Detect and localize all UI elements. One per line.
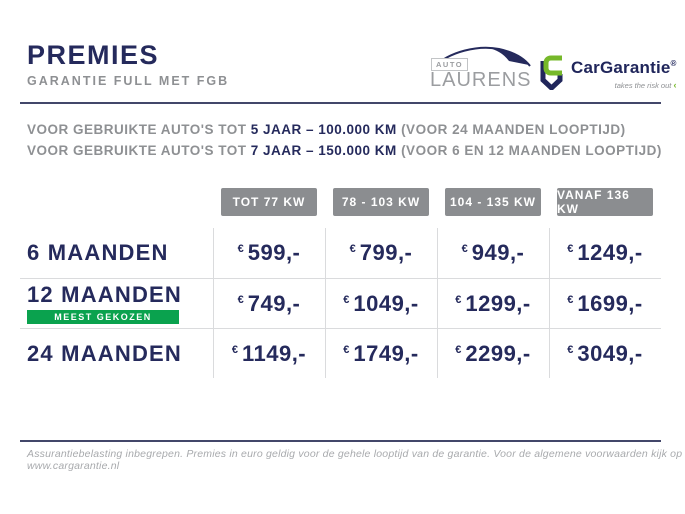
price-cell: €1299,-: [437, 291, 549, 317]
column-header-78-103kw: 78 - 103 KW: [333, 188, 429, 216]
cargarantie-tagline: takes the risk out ‹: [571, 80, 677, 90]
column-divider: [325, 228, 326, 378]
price-cell: €1249,-: [549, 240, 661, 266]
row-label-cell: 12 MAANDEN MEEST GEKOZEN: [20, 281, 213, 324]
auto-laurens-logo: AUTO LAURENS: [425, 44, 537, 94]
euro-symbol: €: [567, 243, 574, 255]
row-label: 24 MAANDEN: [27, 340, 183, 366]
price-table: TOT 77 KW 78 - 103 KW 104 - 135 KW VANAF…: [20, 188, 661, 378]
cargarantie-name: CarGarantie: [571, 58, 671, 77]
price-amount: 949,-: [471, 240, 525, 265]
price-cell: €1149,-: [213, 341, 325, 367]
cargarantie-text: CarGarantie® takes the risk out ‹: [571, 52, 676, 90]
price-cell: €2299,-: [437, 341, 549, 367]
chevron-left-icon: ‹: [673, 80, 677, 90]
price-cell: €949,-: [437, 240, 549, 266]
column-header-vanaf-136kw: VANAF 136 KW: [557, 188, 653, 216]
column-header-tot-77kw: TOT 77 KW: [221, 188, 317, 216]
footer-divider: [20, 440, 661, 442]
row-label-cell: 6 MAANDEN: [20, 242, 213, 264]
euro-symbol: €: [349, 243, 356, 255]
euro-symbol: €: [461, 243, 468, 255]
header-spacer: [20, 188, 213, 216]
cargarantie-logo: CarGarantie® takes the risk out ‹: [538, 52, 676, 90]
price-amount: 2299,-: [465, 340, 531, 366]
column-divider: [549, 228, 550, 378]
euro-symbol: €: [567, 293, 574, 306]
price-cell: €749,-: [213, 291, 325, 317]
price-amount: 599,-: [247, 240, 301, 265]
header-title-block: PREMIES GARANTIE FULL MET FGB: [27, 40, 230, 89]
table-row-6-maanden: 6 MAANDEN €599,- €799,- €949,- €1249,-: [20, 228, 661, 278]
conditions-block: VOOR GEBRUIKTE AUTO'S TOT 5 JAAR – 100.0…: [27, 119, 662, 161]
footer-disclaimer: Assurantiebelasting inbegrepen. Premies …: [27, 448, 683, 472]
price-cell: €1749,-: [325, 341, 437, 367]
row-label-cell: 24 MAANDEN: [20, 340, 213, 366]
price-cell: €3049,-: [549, 341, 661, 367]
price-cell: €1049,-: [325, 291, 437, 317]
car-silhouette-icon: [432, 46, 531, 69]
column-divider: [437, 228, 438, 378]
row-label: 12 MAANDEN: [27, 281, 183, 307]
price-amount: 799,-: [359, 240, 413, 265]
condition-line-2: VOOR GEBRUIKTE AUTO'S TOT 7 JAAR – 150.0…: [27, 140, 662, 161]
euro-symbol: €: [567, 343, 574, 356]
laurens-name: LAURENS: [430, 69, 532, 91]
registered-mark: ®: [670, 59, 677, 68]
table-row-24-maanden: 24 MAANDEN €1149,- €1749,- €2299,- €3049…: [20, 328, 661, 378]
condition-line-1: VOOR GEBRUIKTE AUTO'S TOT 5 JAAR – 100.0…: [27, 119, 662, 140]
euro-symbol: €: [343, 343, 350, 356]
page-title: PREMIES: [27, 40, 160, 70]
price-amount: 1249,-: [577, 240, 643, 265]
euro-symbol: €: [343, 293, 350, 306]
price-amount: 3049,-: [577, 340, 643, 366]
euro-symbol: €: [455, 343, 462, 356]
meest-gekozen-badge: MEEST GEKOZEN: [27, 309, 179, 324]
euro-symbol: €: [231, 343, 238, 356]
column-divider: [213, 228, 214, 378]
header-divider: [20, 102, 661, 104]
table-body: 6 MAANDEN €599,- €799,- €949,- €1249,- 1…: [20, 228, 661, 378]
price-cell: €599,-: [213, 240, 325, 266]
column-header-row: TOT 77 KW 78 - 103 KW 104 - 135 KW VANAF…: [20, 188, 661, 216]
condition-highlight: 7 JAAR – 150.000 KM: [250, 143, 397, 158]
price-amount: 1149,-: [241, 340, 307, 366]
tagline-text: takes the risk out: [614, 81, 672, 90]
condition-prefix: VOOR GEBRUIKTE AUTO'S TOT: [27, 122, 251, 137]
price-cell: €799,-: [325, 240, 437, 266]
price-amount: 1049,-: [353, 290, 419, 316]
price-cell: €1699,-: [549, 291, 661, 317]
euro-symbol: €: [237, 293, 244, 306]
price-amount: 1749,-: [353, 340, 419, 366]
row-label: 6 MAANDEN: [27, 240, 169, 265]
price-amount: 1699,-: [577, 290, 643, 316]
condition-suffix: (VOOR 6 EN 12 MAANDEN LOOPTIJD): [396, 143, 662, 158]
price-amount: 1299,-: [465, 290, 531, 316]
condition-suffix: (VOOR 24 MAANDEN LOOPTIJD): [396, 122, 626, 137]
cargarantie-mark-icon: [540, 55, 563, 90]
condition-highlight: 5 JAAR – 100.000 KM: [250, 122, 397, 137]
condition-prefix: VOOR GEBRUIKTE AUTO'S TOT: [27, 143, 251, 158]
price-amount: 749,-: [247, 290, 301, 316]
page-subtitle: GARANTIE FULL MET FGB: [27, 74, 230, 88]
euro-symbol: €: [237, 243, 244, 255]
euro-symbol: €: [455, 293, 462, 306]
table-row-12-maanden: 12 MAANDEN MEEST GEKOZEN €749,- €1049,- …: [20, 278, 661, 328]
laurens-auto-label: AUTO: [431, 58, 469, 71]
column-header-104-135kw: 104 - 135 KW: [445, 188, 541, 216]
